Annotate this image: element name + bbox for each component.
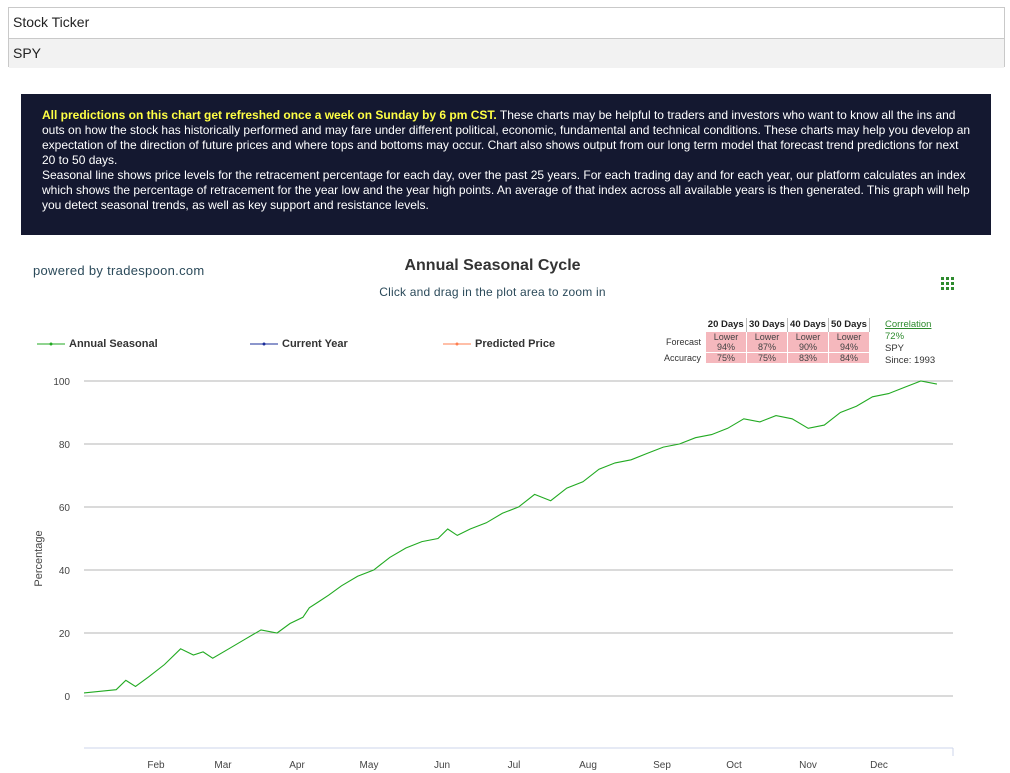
x-tick-label: Sep (653, 760, 671, 771)
legend-label: Current Year (282, 338, 348, 350)
y-tick-label: 20 (59, 629, 71, 640)
y-tick-label: 0 (64, 692, 70, 703)
x-tick-label: Feb (147, 760, 165, 771)
correlation-link[interactable]: Correlation (885, 319, 932, 330)
correlation-block: Correlation 72% SPY Since: 1993 (885, 319, 935, 367)
header-40-days: 40 Days (787, 318, 830, 331)
stock-ticker-box: Stock Ticker SPY (8, 7, 1005, 68)
header-50-days: 50 Days (828, 318, 871, 331)
info-text-2: Seasonal line shows price levels for the… (42, 168, 970, 212)
powered-by-link[interactable]: powered by tradespoon.com (33, 263, 205, 278)
y-tick-label: 60 (59, 503, 71, 514)
x-tick-label: Jun (434, 760, 450, 771)
accuracy-cell: 83% (787, 351, 830, 364)
y-tick-label: 100 (53, 377, 70, 388)
x-tick-label: Dec (870, 760, 888, 771)
forecast-table: 20 Days 30 Days 40 Days 50 Days Forecast… (662, 318, 871, 364)
forecast-pct: 90% (799, 341, 818, 352)
forecast-cell: Lower 94% (828, 330, 871, 353)
y-axis-title: Percentage (33, 530, 45, 586)
chart-menu-icon[interactable] (941, 277, 955, 291)
legend-current-year[interactable]: Current Year (250, 338, 348, 350)
forecast-dir: Lower (713, 331, 739, 342)
stock-ticker-input[interactable]: SPY (9, 38, 1004, 68)
forecast-cell: Lower 90% (787, 330, 830, 353)
forecast-pct: 94% (717, 341, 736, 352)
y-tick-label: 80 (59, 440, 71, 451)
forecast-pct: 87% (758, 341, 777, 352)
stock-ticker-label: Stock Ticker (13, 14, 90, 30)
seasonal-line (83, 380, 938, 694)
x-tick-label: Mar (214, 760, 232, 771)
x-tick-label: Oct (726, 760, 742, 771)
header-30-days: 30 Days (746, 318, 789, 331)
legend-line-seasonal-icon (37, 342, 65, 346)
x-tick-label: Jul (508, 760, 521, 771)
forecast-dir: Lower (754, 331, 780, 342)
forecast-cell: Lower 87% (746, 330, 789, 353)
info-text-1: These charts may be helpful to traders a… (42, 108, 971, 167)
chart-title: Annual Seasonal Cycle (404, 257, 581, 274)
header-20-days: 20 Days (705, 318, 748, 331)
legend-label: Annual Seasonal (69, 338, 158, 350)
correlation-since: Since: 1993 (885, 355, 936, 366)
info-highlight: All predictions on this chart get refres… (42, 108, 497, 122)
x-tick-label: May (360, 760, 379, 771)
legend-label: Predicted Price (475, 338, 556, 350)
x-tick-label: Apr (289, 760, 305, 771)
forecast-row-label: Forecast (666, 336, 702, 347)
forecast-pct: 94% (840, 341, 859, 352)
x-tick-label: Nov (799, 760, 817, 771)
correlation-symbol: SPY (885, 343, 905, 354)
accuracy-cell: 84% (828, 351, 871, 364)
correlation-value: 72% (885, 331, 905, 342)
accuracy-row-label: Accuracy (664, 352, 702, 363)
forecast-dir: Lower (795, 331, 821, 342)
info-panel: All predictions on this chart get refres… (21, 94, 991, 235)
y-tick-label: 40 (59, 566, 71, 577)
accuracy-cell: 75% (705, 351, 748, 364)
legend-annual-seasonal[interactable]: Annual Seasonal (37, 338, 158, 350)
x-tick-label: Aug (579, 760, 597, 771)
legend-line-current-icon (250, 342, 278, 346)
legend-line-predicted-icon (443, 342, 471, 346)
legend-predicted-price[interactable]: Predicted Price (443, 338, 555, 350)
chart-subtitle: Click and drag in the plot area to zoom … (379, 285, 606, 299)
forecast-dir: Lower (836, 331, 862, 342)
